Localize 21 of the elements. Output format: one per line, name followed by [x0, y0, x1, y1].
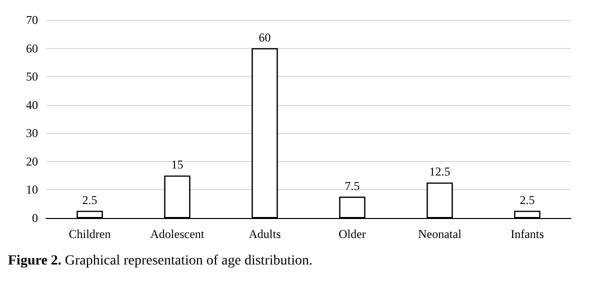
y-tick-label: 40 — [26, 98, 38, 112]
x-tick-label: Older — [338, 227, 366, 241]
data-label: 2.5 — [82, 192, 98, 207]
data-label: 12.5 — [429, 164, 450, 179]
y-tick-label: 60 — [26, 41, 38, 56]
y-tick-label: 70 — [26, 13, 38, 27]
data-label: 2.5 — [520, 192, 535, 207]
y-tick-label: 50 — [26, 70, 38, 84]
x-tick-label: Children — [68, 227, 111, 241]
data-label: 60 — [258, 30, 271, 44]
x-tick-label: Neonatal — [418, 227, 462, 241]
x-tick-label: Infants — [510, 227, 544, 241]
data-label: 15 — [171, 158, 184, 172]
y-tick-label: 20 — [26, 154, 38, 168]
y-tick-label: 10 — [26, 182, 38, 197]
data-label: 7.5 — [344, 178, 360, 193]
caption: Figure 2. Graphical representation of age distribution. — [8, 254, 313, 268]
y-tick-label: 0 — [32, 211, 38, 225]
x-tick-label: Adolescent — [150, 227, 205, 241]
y-tick-label: 30 — [26, 126, 38, 140]
x-tick-label: Adults — [248, 227, 282, 241]
